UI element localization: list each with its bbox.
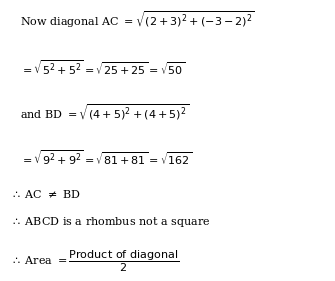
Text: Now diagonal AC $= \sqrt{(2+3)^2+(-3-2)^2}$: Now diagonal AC $= \sqrt{(2+3)^2+(-3-2)^… [20,9,255,30]
Text: $\therefore$ Area $= \dfrac{\mathrm{Product\ of\ diagonal}}{2}$: $\therefore$ Area $= \dfrac{\mathrm{Prod… [10,249,179,274]
Text: $= \sqrt{9^2+9^2} = \sqrt{81+81} = \sqrt{162}$: $= \sqrt{9^2+9^2} = \sqrt{81+81} = \sqrt… [20,148,192,167]
Text: $\therefore$ AC $\neq$ BD: $\therefore$ AC $\neq$ BD [10,188,81,200]
Text: $= \sqrt{5^2+5^2} = \sqrt{25+25} = \sqrt{50}$: $= \sqrt{5^2+5^2} = \sqrt{25+25} = \sqrt… [20,58,185,77]
Text: $\therefore$ ABCD is a rhombus not a square: $\therefore$ ABCD is a rhombus not a squ… [10,215,210,229]
Text: and BD $= \sqrt{(4+5)^2+(4+5)^2}$: and BD $= \sqrt{(4+5)^2+(4+5)^2}$ [20,103,189,122]
